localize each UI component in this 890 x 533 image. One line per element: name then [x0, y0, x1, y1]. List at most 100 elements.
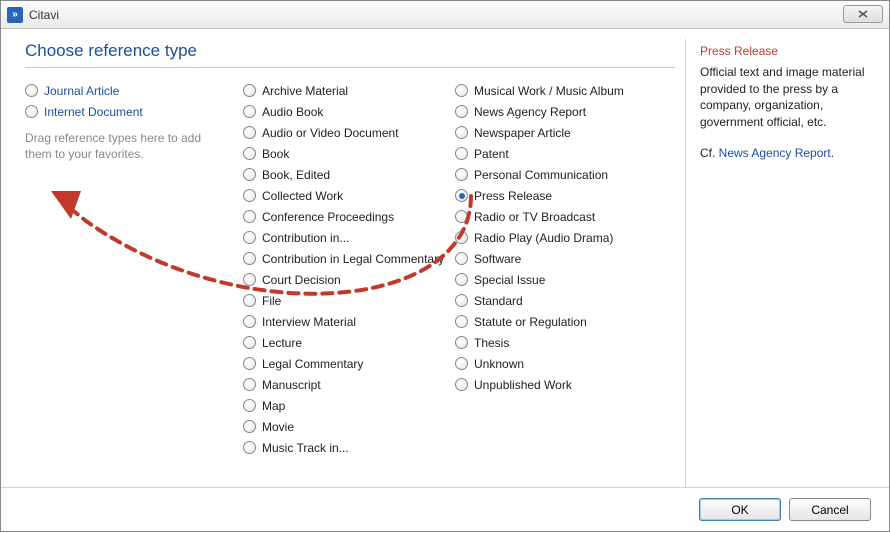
reference-type-press-release[interactable]: Press Release: [455, 185, 675, 206]
radio-button[interactable]: [243, 357, 256, 370]
reference-type-musical-work-music-album[interactable]: Musical Work / Music Album: [455, 80, 675, 101]
reference-type-label: Interview Material: [262, 315, 356, 329]
radio-button[interactable]: [243, 441, 256, 454]
favorites-column: Journal Article Internet Document Drag ref…: [25, 80, 243, 458]
reference-type-label: Standard: [474, 294, 523, 308]
reference-type-columns: Journal Article Internet Document Drag ref…: [25, 80, 675, 458]
reference-type-collected-work[interactable]: Collected Work: [243, 185, 455, 206]
reference-type-unpublished-work[interactable]: Unpublished Work: [455, 374, 675, 395]
radio-button[interactable]: [243, 252, 256, 265]
reference-type-label: Thesis: [474, 336, 509, 350]
radio-button[interactable]: [243, 126, 256, 139]
reference-type-label: Journal Article: [44, 84, 119, 98]
radio-button[interactable]: [455, 84, 468, 97]
radio-button[interactable]: [25, 105, 38, 118]
radio-button[interactable]: [455, 168, 468, 181]
radio-button[interactable]: [243, 378, 256, 391]
radio-button[interactable]: [25, 84, 38, 97]
radio-button[interactable]: [243, 189, 256, 202]
reference-types-column-1: Archive Material Audio Book Audio or Video…: [243, 80, 455, 458]
main-panel: Choose reference type Journal Article Int…: [25, 39, 685, 487]
reference-type-music-track-in[interactable]: Music Track in...: [243, 437, 455, 458]
info-cf-suffix: .: [831, 146, 834, 160]
radio-button[interactable]: [455, 252, 468, 265]
reference-type-audio-or-video-document[interactable]: Audio or Video Document: [243, 122, 455, 143]
radio-button[interactable]: [455, 126, 468, 139]
reference-types-column-2: Musical Work / Music AlbumNews Agency Re…: [455, 80, 675, 458]
reference-type-legal-commentary[interactable]: Legal Commentary: [243, 353, 455, 374]
dialog-footer: OK Cancel: [1, 487, 889, 531]
reference-type-radio-play-audio-drama[interactable]: Radio Play (Audio Drama): [455, 227, 675, 248]
reference-type-label: Internet Document: [44, 105, 143, 119]
radio-button[interactable]: [243, 84, 256, 97]
reference-type-interview-material[interactable]: Interview Material: [243, 311, 455, 332]
reference-type-audio-book[interactable]: Audio Book: [243, 101, 455, 122]
reference-type-news-agency-report[interactable]: News Agency Report: [455, 101, 675, 122]
reference-type-archive-material[interactable]: Archive Material: [243, 80, 455, 101]
reference-type-statute-or-regulation[interactable]: Statute or Regulation: [455, 311, 675, 332]
radio-button[interactable]: [243, 420, 256, 433]
reference-type-book[interactable]: Book: [243, 143, 455, 164]
reference-type-patent[interactable]: Patent: [455, 143, 675, 164]
reference-type-label: Radio or TV Broadcast: [474, 210, 595, 224]
reference-type-label: Unknown: [474, 357, 524, 371]
reference-type-court-decision[interactable]: Court Decision: [243, 269, 455, 290]
radio-button[interactable]: [455, 315, 468, 328]
reference-type-label: Audio or Video Document: [262, 126, 399, 140]
reference-type-standard[interactable]: Standard: [455, 290, 675, 311]
radio-button[interactable]: [455, 105, 468, 118]
window-close-button[interactable]: [843, 5, 883, 23]
radio-button[interactable]: [455, 336, 468, 349]
ok-button[interactable]: OK: [699, 498, 781, 521]
reference-type-unknown[interactable]: Unknown: [455, 353, 675, 374]
reference-type-label: Book: [262, 147, 289, 161]
radio-button[interactable]: [243, 294, 256, 307]
info-cf-link[interactable]: News Agency Report: [719, 146, 831, 160]
radio-button[interactable]: [243, 210, 256, 223]
favorite-item-internet-document[interactable]: Internet Document: [25, 101, 243, 122]
reference-type-conference-proceedings[interactable]: Conference Proceedings: [243, 206, 455, 227]
reference-type-label: Radio Play (Audio Drama): [474, 231, 613, 245]
info-cf-prefix: Cf.: [700, 146, 719, 160]
favorites-hint: Drag reference types here to add them to…: [25, 130, 215, 162]
cancel-button[interactable]: Cancel: [789, 498, 871, 521]
reference-type-label: Music Track in...: [262, 441, 349, 455]
reference-type-label: Contribution in...: [262, 231, 349, 245]
reference-type-contribution-in-legal-commentary[interactable]: Contribution in Legal Commentary: [243, 248, 455, 269]
radio-button[interactable]: [243, 231, 256, 244]
reference-type-file[interactable]: File: [243, 290, 455, 311]
radio-button[interactable]: [243, 315, 256, 328]
radio-button[interactable]: [455, 147, 468, 160]
reference-type-thesis[interactable]: Thesis: [455, 332, 675, 353]
radio-button[interactable]: [455, 294, 468, 307]
reference-type-book-edited[interactable]: Book, Edited: [243, 164, 455, 185]
reference-type-map[interactable]: Map: [243, 395, 455, 416]
dialog-heading: Choose reference type: [25, 41, 675, 61]
reference-type-movie[interactable]: Movie: [243, 416, 455, 437]
reference-type-label: Collected Work: [262, 189, 343, 203]
reference-type-personal-communication[interactable]: Personal Communication: [455, 164, 675, 185]
radio-button[interactable]: [243, 105, 256, 118]
reference-type-label: Archive Material: [262, 84, 348, 98]
radio-button[interactable]: [455, 189, 468, 202]
reference-type-contribution-in[interactable]: Contribution in...: [243, 227, 455, 248]
reference-type-lecture[interactable]: Lecture: [243, 332, 455, 353]
radio-button[interactable]: [455, 231, 468, 244]
radio-button[interactable]: [455, 210, 468, 223]
radio-button[interactable]: [243, 147, 256, 160]
radio-button[interactable]: [455, 357, 468, 370]
reference-type-special-issue[interactable]: Special Issue: [455, 269, 675, 290]
radio-button[interactable]: [243, 399, 256, 412]
reference-type-newspaper-article[interactable]: Newspaper Article: [455, 122, 675, 143]
radio-button[interactable]: [455, 378, 468, 391]
window-title: Citavi: [29, 8, 59, 22]
reference-type-label: Conference Proceedings: [262, 210, 394, 224]
radio-button[interactable]: [455, 273, 468, 286]
reference-type-software[interactable]: Software: [455, 248, 675, 269]
favorite-item-journal-article[interactable]: Journal Article: [25, 80, 243, 101]
radio-button[interactable]: [243, 336, 256, 349]
radio-button[interactable]: [243, 168, 256, 181]
reference-type-manuscript[interactable]: Manuscript: [243, 374, 455, 395]
radio-button[interactable]: [243, 273, 256, 286]
reference-type-radio-or-tv-broadcast[interactable]: Radio or TV Broadcast: [455, 206, 675, 227]
